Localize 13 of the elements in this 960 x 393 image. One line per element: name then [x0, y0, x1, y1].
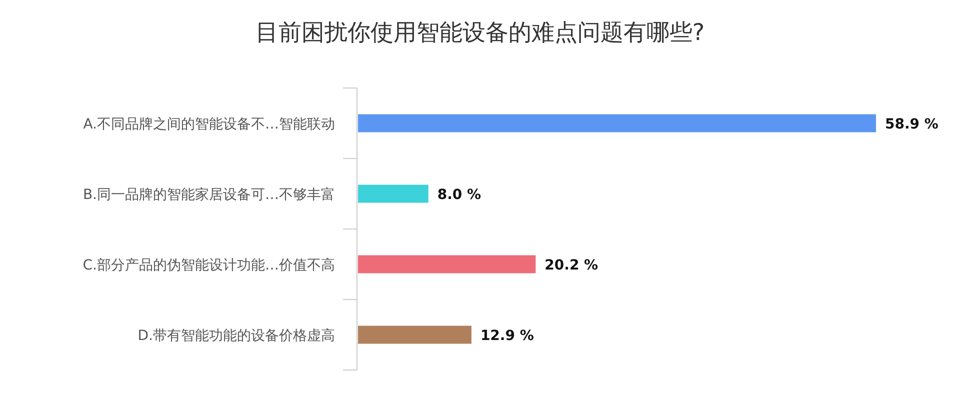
chart-title: 目前困扰你使用智能设备的难点问题有哪些?: [255, 20, 705, 46]
data-label: 12.9 %: [480, 328, 534, 344]
bar: [358, 326, 472, 344]
y-tick-label: A.不同品牌之间的智能设备不…智能联动: [83, 116, 335, 132]
data-label: 8.0 %: [437, 186, 482, 203]
y-tick-label: B.同一品牌的智能家居设备可…不够丰富: [82, 186, 335, 203]
bar: [358, 184, 428, 203]
bar: [358, 114, 876, 132]
data-label: 58.9 %: [885, 116, 938, 132]
bar: [358, 255, 536, 274]
data-label: 20.2 %: [544, 257, 598, 274]
y-tick-label: C.部分产品的伪智能设计功能…价值不高: [82, 257, 335, 274]
y-tick-label: D.带有智能功能的设备价格虚高: [138, 328, 335, 344]
